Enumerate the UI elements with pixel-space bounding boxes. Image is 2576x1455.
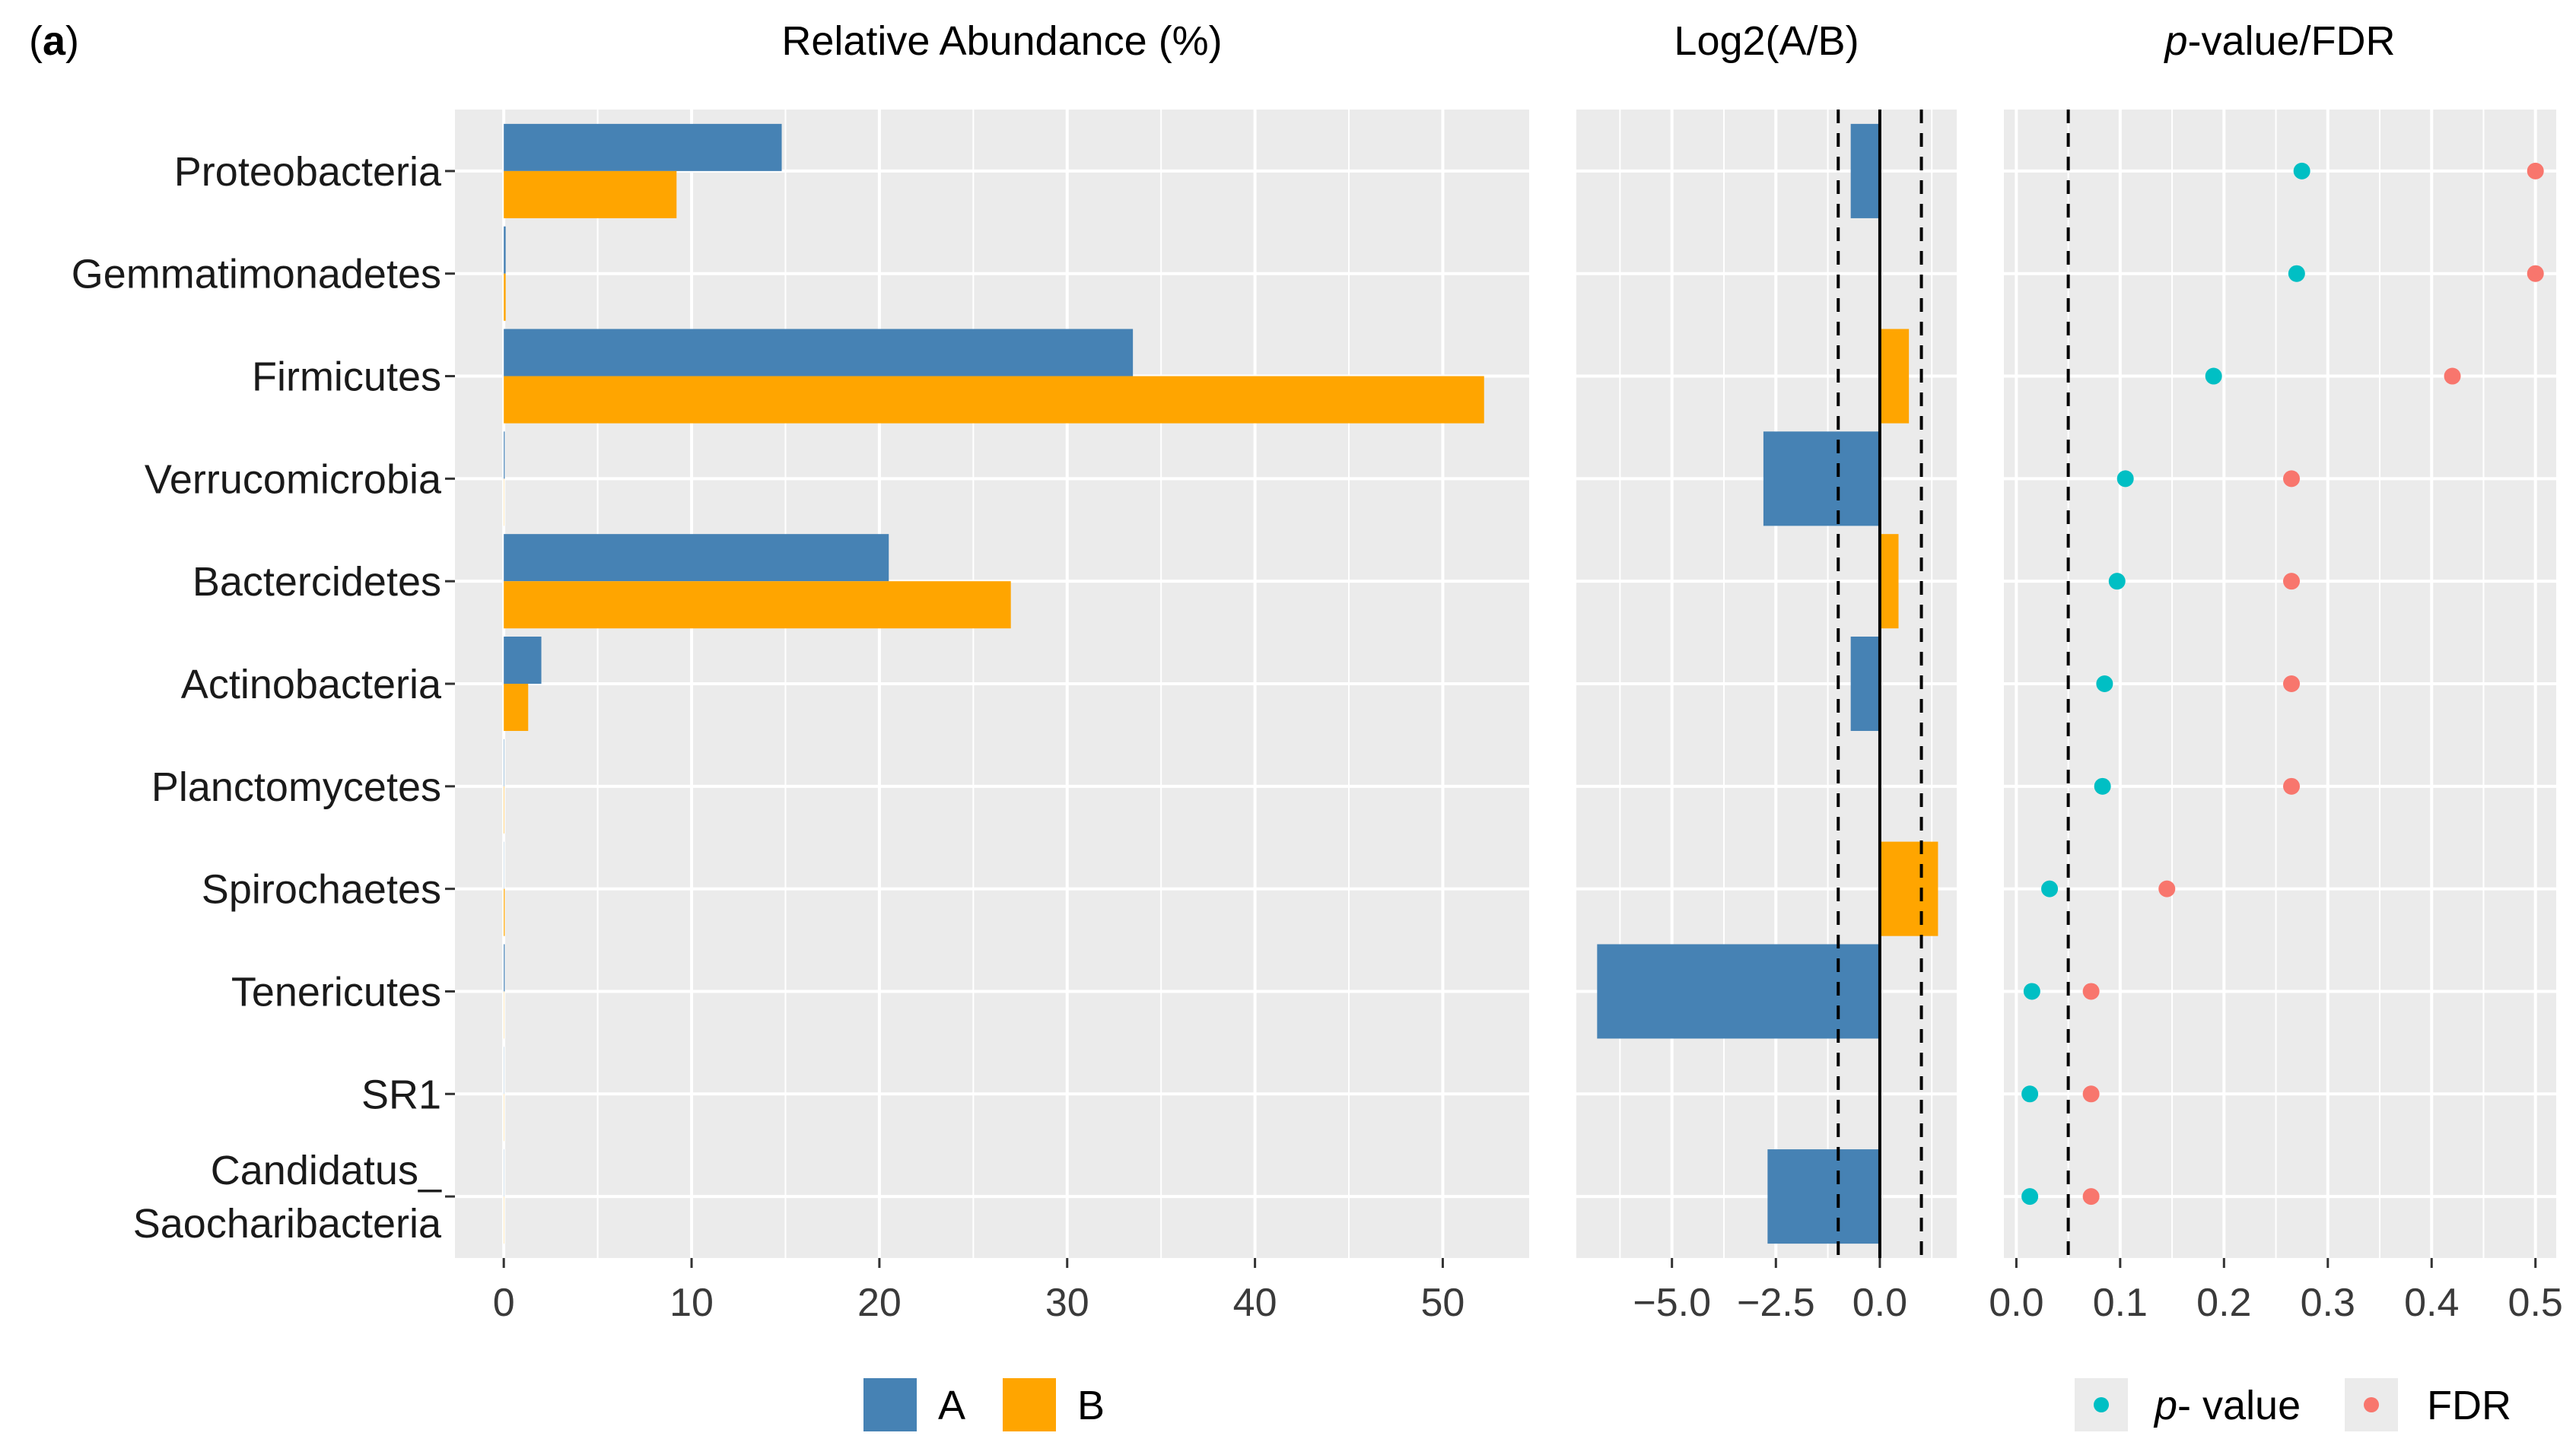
log2-bar — [1879, 534, 1899, 629]
abundance-title: Relative Abundance (%) — [781, 18, 1222, 64]
pvalue-point — [2205, 367, 2222, 385]
category-label: Saocharibacteria — [133, 1201, 442, 1247]
category-label: Spirochaetes — [202, 867, 441, 913]
fdr-point — [2283, 777, 2301, 795]
pvalue-point — [2021, 1188, 2039, 1206]
x-tick-label: 50 — [1421, 1281, 1465, 1325]
legend-b-key — [1003, 1378, 1056, 1431]
category-label: Tenericutes — [231, 969, 441, 1015]
x-tick-label: 0.0 — [1989, 1281, 2043, 1325]
tick-labels: 0 10 20 30 40 50 −5.0 −2.5 0.0 0.0 0.1 0.2 0.3 0.4 0.5 — [493, 1258, 2563, 1325]
x-tick-label: 40 — [1233, 1281, 1277, 1325]
abundance-bar-b — [504, 376, 1484, 424]
log2-title: Log2(A/B) — [1674, 18, 1859, 64]
log2-bar — [1850, 123, 1880, 218]
x-tick-label: 0.2 — [2196, 1281, 2251, 1325]
legend-a-label: A — [938, 1383, 965, 1428]
fdr-point — [2082, 1085, 2100, 1103]
fdr-point — [2283, 573, 2301, 590]
panel-label-letter: a — [43, 18, 66, 64]
legend-a-key — [863, 1378, 917, 1431]
fdr-point — [2527, 162, 2544, 179]
abundance-bar-a — [504, 123, 782, 171]
fdr-point — [2283, 470, 2301, 488]
pvalue-title: p-value/FDR — [2163, 18, 2395, 64]
x-tick-label: −5.0 — [1633, 1281, 1711, 1325]
fdr-point — [2283, 675, 2301, 692]
pvalue-point — [2108, 573, 2126, 590]
legend-pvalue-rest: - value — [2177, 1383, 2301, 1428]
pvalue-point — [2293, 162, 2310, 179]
abundance-bar-b — [504, 684, 529, 732]
category-label: Candidatus_ — [211, 1148, 442, 1193]
legend-pvalue-label: p- value — [2153, 1383, 2301, 1428]
marks-layer — [504, 123, 2544, 1244]
pvalue-point — [2096, 675, 2113, 692]
fdr-point — [2158, 880, 2176, 897]
log2-bar — [1767, 1149, 1880, 1244]
x-tick-label: 0 — [493, 1281, 515, 1325]
abundance-bar-a — [504, 329, 1134, 376]
legend-fdr-key — [2364, 1397, 2379, 1412]
log2-bar — [1597, 944, 1880, 1039]
pvalue-point — [2041, 880, 2059, 897]
legend-right: p- value FDR — [2075, 1378, 2511, 1431]
x-tick-label: −2.5 — [1737, 1281, 1815, 1325]
fdr-point — [2082, 1188, 2100, 1206]
category-label: Firmicutes — [252, 354, 441, 400]
legend-pvalue-italic: p — [2153, 1383, 2177, 1428]
log2-bar — [1763, 431, 1880, 526]
panel-label: (a) — [29, 18, 79, 64]
pvalue-title-italic: p — [2163, 18, 2187, 64]
pvalue-point — [2094, 777, 2111, 795]
abundance-bar-b — [504, 273, 506, 321]
abundance-bar-a — [504, 226, 506, 274]
legend-b-label: B — [1077, 1383, 1105, 1428]
x-tick-label: 0.4 — [2404, 1281, 2459, 1325]
abundance-bar-b — [504, 170, 677, 218]
x-tick-label: 0.3 — [2301, 1281, 2355, 1325]
category-label: Actinobacteria — [181, 662, 442, 707]
category-label: Proteobacteria — [174, 149, 442, 195]
reference-lines — [1837, 110, 2070, 1258]
category-label: Planctomycetes — [151, 764, 441, 810]
abundance-bar-a — [504, 534, 889, 582]
pvalue-point — [2021, 1085, 2039, 1103]
legend-fdr-label: FDR — [2427, 1383, 2511, 1428]
fdr-point — [2527, 265, 2544, 282]
x-tick-label: 0.5 — [2508, 1281, 2563, 1325]
legend-pvalue-key — [2094, 1397, 2109, 1412]
x-tick-label: 10 — [669, 1281, 714, 1325]
category-label: Bactercidetes — [192, 559, 441, 605]
pvalue-point — [2116, 470, 2134, 488]
pvalue-point — [2023, 983, 2040, 1000]
x-tick-label: 30 — [1045, 1281, 1089, 1325]
abundance-bar-a — [504, 636, 542, 684]
category-label: Gemmatimonadetes — [72, 252, 441, 297]
category-labels: Proteobacteria Gemmatimonadetes Firmicutes… — [72, 149, 455, 1247]
log2-bar — [1879, 329, 1910, 424]
fdr-point — [2444, 367, 2461, 385]
x-tick-label: 0.1 — [2093, 1281, 2148, 1325]
log2-bar — [1879, 841, 1938, 936]
x-tick-label: 0.0 — [1852, 1281, 1907, 1325]
category-label: Verrucomicrobia — [145, 456, 442, 502]
x-tick-label: 20 — [857, 1281, 902, 1325]
abundance-bar-b — [504, 581, 1011, 629]
legend-left: A B — [863, 1378, 1105, 1431]
pvalue-point — [2288, 265, 2305, 282]
category-label: SR1 — [361, 1072, 441, 1117]
fdr-point — [2082, 983, 2100, 1000]
pvalue-title-rest: -value/FDR — [2187, 18, 2395, 64]
log2-bar — [1850, 636, 1880, 732]
